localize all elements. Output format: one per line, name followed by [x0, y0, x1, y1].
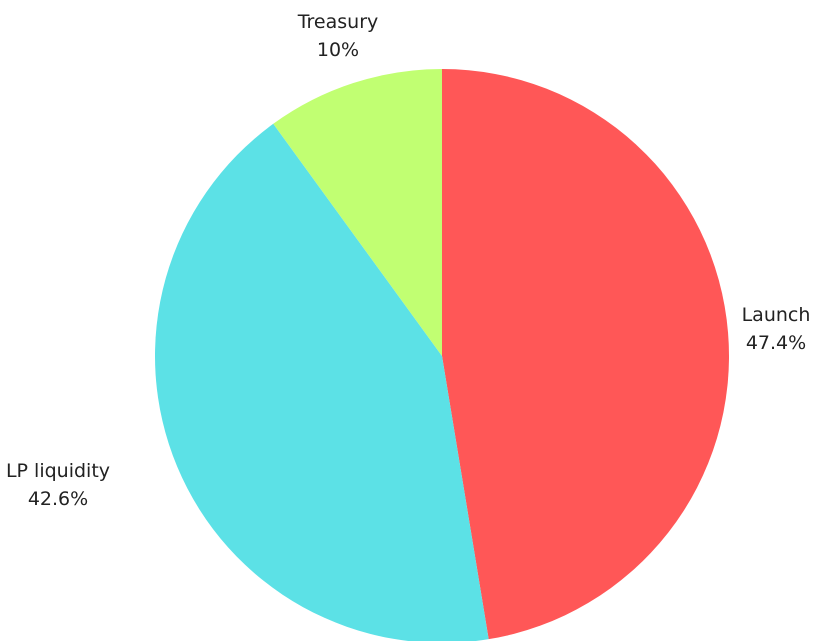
slice-name-treasury: Treasury	[297, 11, 379, 33]
pie-slice-treasury	[273, 69, 442, 356]
slice-label-lp-liquidity: LP liquidity 42.6%	[6, 460, 110, 510]
pie-labels: Launch 47.4% LP liquidity 42.6% Treasury 10%	[6, 11, 810, 510]
slice-value-treasury: 10%	[317, 39, 359, 61]
slice-name-lp-liquidity: LP liquidity	[6, 460, 110, 482]
slice-name-launch: Launch	[742, 304, 811, 326]
pie-slice-lp-liquidity	[155, 123, 489, 641]
slice-value-launch: 47.4%	[746, 332, 806, 354]
pie-slice-launch	[442, 69, 730, 640]
slice-label-treasury: Treasury 10%	[297, 11, 379, 61]
slice-label-launch: Launch 47.4%	[742, 304, 811, 354]
slice-value-lp-liquidity: 42.6%	[28, 488, 88, 510]
pie-slices	[155, 69, 730, 641]
